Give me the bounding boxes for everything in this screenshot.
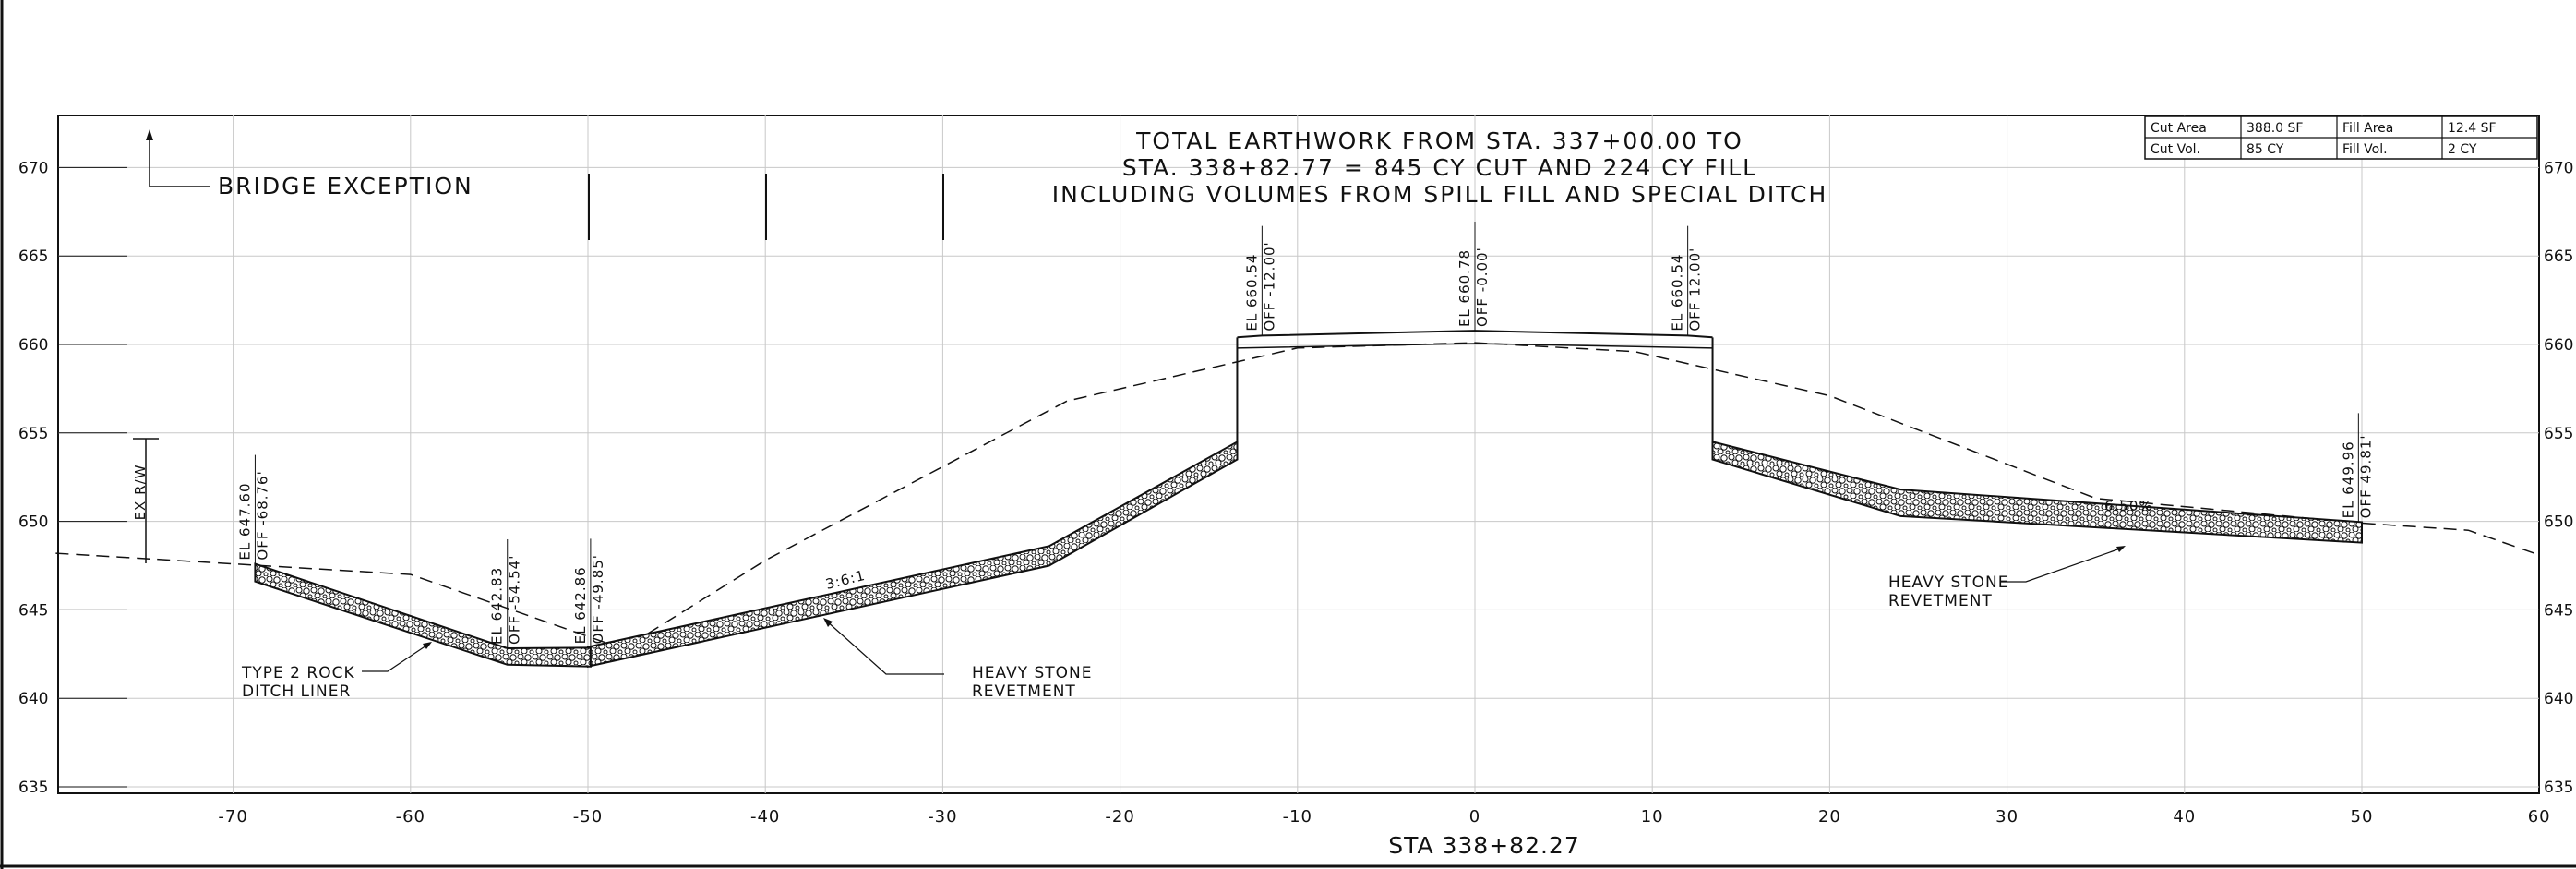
point-offset: OFF -54.54' — [507, 555, 523, 645]
revetment-left-callout: HEAVY STONE REVETMENT — [823, 618, 1093, 701]
bridge-exception-callout: BRIDGE EXCEPTION — [146, 129, 473, 199]
point-elevation: EL 660.78 — [1456, 249, 1473, 327]
title-line-2: STA. 338+82.77 = 845 CY CUT AND 224 CY F… — [1122, 154, 1757, 181]
point-offset: OFF -68.76' — [254, 470, 270, 560]
ex-rw-label: EX R/W — [132, 465, 149, 521]
x-tick-label: -50 — [573, 807, 603, 827]
y-tick-left: 670 — [18, 159, 48, 177]
point-elevation: EL 642.83 — [489, 567, 506, 645]
fill-vol-value: 2 CY — [2448, 142, 2477, 157]
x-tick-label: 10 — [1641, 807, 1664, 827]
point-elevation: EL 642.86 — [572, 566, 589, 644]
y-tick-right: 670 — [2544, 159, 2573, 177]
y-tick-left: 645 — [18, 601, 48, 620]
point-elevation: EL 660.54 — [1243, 254, 1260, 332]
x-axis-ticks: -70 -60 -50 -40 -30 -20 -10 0 10 20 30 40 50 60 — [218, 807, 2551, 827]
y-tick-right: 640 — [2544, 690, 2573, 708]
slope-right-label: 6.50% — [2104, 498, 2153, 514]
revetment-left-line-2: REVETMENT — [972, 682, 1076, 701]
title-line-1: TOTAL EARTHWORK FROM STA. 337+00.00 TO — [1135, 127, 1743, 154]
y-tick-right: 665 — [2544, 247, 2573, 266]
earthwork-title: TOTAL EARTHWORK FROM STA. 337+00.00 TO S… — [1052, 127, 1828, 208]
revetment-right-callout: HEAVY STONE REVETMENT — [1888, 546, 2126, 610]
bridge-exception-ticks — [588, 174, 944, 240]
fill-vol-label: Fill Vol. — [2342, 142, 2388, 157]
x-tick-label: 0 — [1469, 807, 1480, 827]
point-offset: OFF -12.00' — [1261, 241, 1277, 331]
cut-vol-value: 85 CY — [2247, 142, 2284, 157]
y-axis-ticks: 670 670 665 665 660 660 655 655 650 650 645 645 640 6… — [18, 159, 2573, 797]
bridge-exception-label: BRIDGE EXCEPTION — [218, 173, 473, 199]
quantities-table: Cut Area 388.0 SF Fill Area 12.4 SF Cut … — [2144, 115, 2538, 160]
heavy-stone-revetment — [1711, 441, 2363, 544]
y-tick-left: 655 — [18, 425, 48, 443]
x-tick-label: 60 — [2528, 807, 2551, 827]
x-tick-label: 20 — [1818, 807, 1841, 827]
cut-vol-label: Cut Vol. — [2151, 142, 2200, 157]
cut-area-value: 388.0 SF — [2247, 121, 2303, 136]
y-tick-right: 660 — [2544, 336, 2573, 355]
station-label: STA 338+82.27 — [1388, 832, 1579, 859]
y-tick-left: 660 — [18, 336, 48, 355]
y-tick-left: 635 — [18, 778, 48, 797]
y-tick-left: 640 — [18, 690, 48, 708]
heavy-stone-revetment — [587, 440, 1239, 668]
x-tick-label: -40 — [750, 807, 780, 827]
x-tick-label: -30 — [928, 807, 957, 827]
title-line-3: INCLUDING VOLUMES FROM SPILL FILL AND SP… — [1052, 181, 1828, 208]
revetment-right-line-1: HEAVY STONE — [1888, 573, 2009, 592]
x-tick-label: -20 — [1105, 807, 1134, 827]
y-tick-right: 655 — [2544, 425, 2573, 443]
revetment-left-line-1: HEAVY STONE — [972, 664, 1093, 682]
cut-area-label: Cut Area — [2151, 121, 2207, 136]
x-tick-label: -10 — [1283, 807, 1312, 827]
revetment-right-line-2: REVETMENT — [1888, 592, 1993, 610]
ditch-liner-line-1: TYPE 2 ROCK — [241, 664, 355, 682]
fill-area-value: 12.4 SF — [2448, 121, 2497, 136]
point-offset: OFF -0.00' — [1474, 247, 1491, 327]
y-tick-left: 650 — [18, 513, 48, 532]
section-shapes — [55, 330, 2540, 668]
point-elevation: EL 647.60 — [236, 482, 253, 560]
point-offset: OFF 12.00' — [1687, 247, 1704, 332]
y-tick-left: 665 — [18, 247, 48, 266]
plot-frame — [57, 115, 2540, 794]
x-tick-label: 50 — [2351, 807, 2374, 827]
x-tick-label: -60 — [396, 807, 425, 827]
point-labels: EL 647.60 OFF -68.76' EL 642.83 OFF -54.54'… — [236, 222, 2374, 648]
y-tick-right: 635 — [2544, 778, 2573, 797]
ditch-liner-callout: TYPE 2 ROCK DITCH LINER — [241, 642, 432, 701]
point-offset: OFF -49.85' — [590, 554, 606, 644]
x-tick-label: 30 — [1995, 807, 2019, 827]
grid-lines — [58, 115, 2539, 793]
point-elevation: EL 649.96 — [2340, 441, 2356, 518]
ditch-liner-line-2: DITCH LINER — [242, 682, 351, 701]
bridge-deck-bottom — [1237, 343, 1713, 349]
x-tick-label: 40 — [2173, 807, 2196, 827]
existing-right-of-way: EX R/W — [132, 438, 159, 563]
fill-area-label: Fill Area — [2342, 121, 2393, 136]
point-offset: OFF 49.81' — [2357, 434, 2374, 518]
proposed-bridge-deck-line — [1237, 330, 1713, 339]
y-tick-right: 645 — [2544, 601, 2573, 620]
y-tick-right: 650 — [2544, 513, 2573, 532]
rock-ditch-liner — [254, 562, 592, 668]
point-elevation: EL 660.54 — [1670, 254, 1686, 332]
x-tick-label: -70 — [218, 807, 247, 827]
